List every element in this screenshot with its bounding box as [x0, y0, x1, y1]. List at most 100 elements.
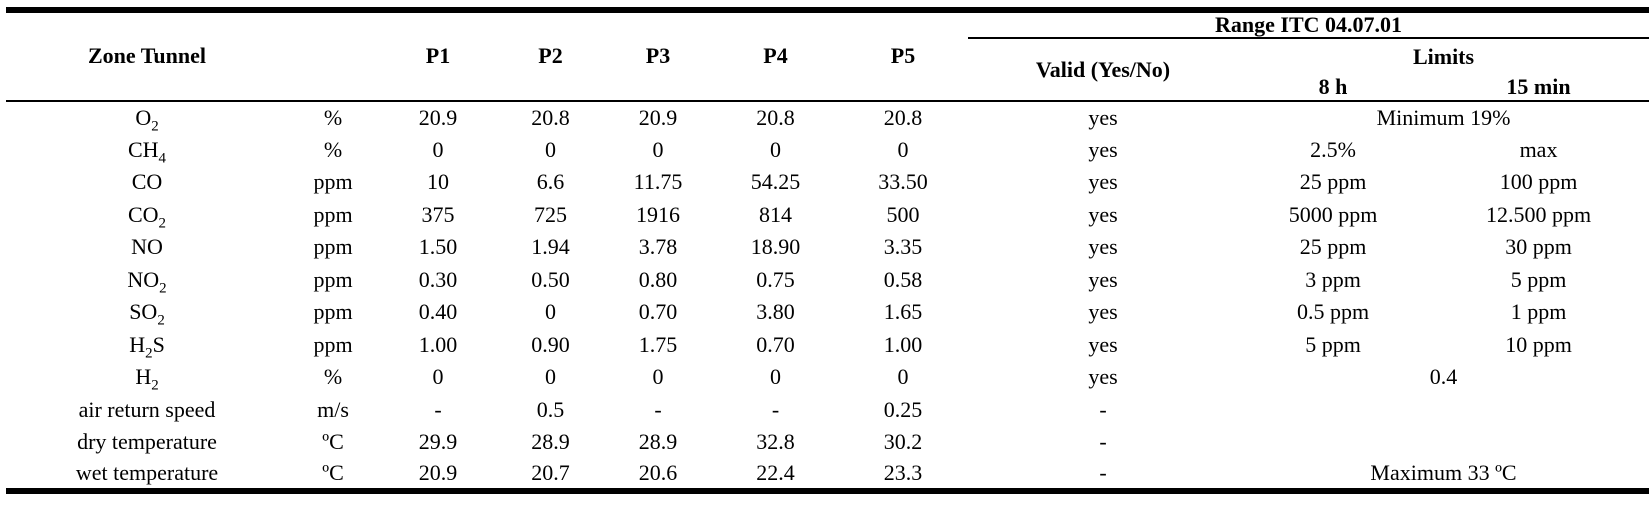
measurement-value-p3: 0 — [652, 136, 664, 162]
table-row: NO ppm 1.50 1.94 3.78 18.90 3.35 yes 25 ppm 30 pp… — [6, 231, 1649, 264]
valid-value: yes — [1088, 299, 1118, 325]
table-row: CO ppm 10 6.6 11.75 54.25 33.50 yes 25 ppm 100 pp… — [6, 166, 1649, 199]
substance-label: O2 — [135, 104, 159, 134]
measurement-value-p4: 54.25 — [750, 169, 801, 195]
table-row: dry temperature ºC 29.9 28.9 28.9 32.8 30.2 - — [6, 426, 1649, 459]
limit-span-value: Minimum 19% — [1376, 104, 1511, 130]
table-body: O2% 20.9 20.8 20.9 20.8 20.8 yes Minimum 19% CH4… — [6, 101, 1649, 491]
table-row: CH4% 0 0 0 0 0 yes 2.5% max — [6, 134, 1649, 167]
limit-15min-value: 12.500 ppm — [1485, 201, 1592, 227]
table-row: SO2 ppm 0.40 0 0.70 3.80 1.65 yes 0.5 ppm 1 ppm — [6, 296, 1649, 329]
limit-15min-header: 15 min — [1506, 74, 1571, 100]
unit-label: % — [323, 136, 343, 162]
measurement-value-p4: 32.8 — [756, 429, 795, 455]
measurement-value-p3: 0.80 — [638, 266, 678, 292]
measurement-value-p5: 1.00 — [883, 331, 923, 357]
measurement-value-p5: 30.2 — [883, 429, 923, 455]
measurement-value-p1: 29.9 — [418, 429, 458, 455]
measurement-value-p5: 3.35 — [883, 234, 923, 260]
measurement-value-p1: 20.9 — [418, 104, 458, 130]
measurement-value-p1: 0 — [432, 364, 444, 390]
unit-label: ºC — [322, 460, 344, 486]
limit-15min-value: max — [1519, 136, 1558, 162]
measurement-value-p3: 1916 — [636, 201, 680, 227]
range-header-row: Range ITC 04.07.01 — [6, 10, 1650, 40]
substance-label: H2S — [129, 331, 165, 362]
limit-8h-value: 2.5% — [1310, 136, 1356, 162]
valid-value: yes — [1088, 266, 1118, 292]
limits-subheader-row: 8 h 15 min — [6, 74, 1649, 101]
measurement-value-p4: 0.75 — [756, 266, 795, 292]
measurement-value-p2: 0 — [545, 136, 556, 162]
measurement-value-p4: 814 — [759, 201, 792, 227]
limit-15min-value: 30 ppm — [1505, 234, 1572, 260]
limit-span-value: Maximum 33 ºC — [1370, 460, 1517, 486]
substance-label: H2 — [135, 364, 159, 394]
limit-15min-value: 5 ppm — [1510, 266, 1567, 292]
table-row: wet temperature ºC 20.9 20.7 20.6 22.4 23.3 - Ma… — [6, 459, 1649, 492]
measurement-value-p4: 0 — [770, 364, 781, 390]
valid-value: yes — [1088, 104, 1118, 130]
table-header: Range ITC 04.07.01 Zone Tunnel P1 P2 P3 … — [6, 10, 1650, 102]
measurement-value-p2: 0.50 — [531, 266, 570, 292]
measurement-value-p1: 10 — [427, 169, 449, 195]
valid-value: yes — [1088, 364, 1118, 390]
measurement-value-p2: 0.90 — [531, 331, 570, 357]
substance-label: NO2 — [127, 266, 167, 297]
measurement-value-p2: 0 — [545, 299, 556, 325]
limit-span-value — [1238, 394, 1649, 427]
measurement-value-p1: 1.00 — [418, 331, 458, 357]
limit-8h-value: 25 ppm — [1299, 234, 1367, 260]
unit-label: ppm — [313, 299, 353, 325]
table-row: NO2 ppm 0.30 0.50 0.80 0.75 0.58 yes 3 ppm 5 ppm — [6, 264, 1649, 297]
measurement-value-p5: 0.58 — [883, 266, 923, 292]
unit-label: % — [323, 104, 343, 130]
measurement-value-p3: 11.75 — [633, 169, 683, 195]
limit-8h-value: 5000 ppm — [1288, 201, 1378, 227]
substance-label: CH4 — [127, 136, 167, 167]
measurement-value-p2: 28.9 — [531, 429, 570, 455]
limit-8h-value: 3 ppm — [1305, 266, 1361, 292]
limit-8h-value: 0.5 ppm — [1296, 299, 1370, 325]
table-row: O2% 20.9 20.8 20.9 20.8 20.8 yes Minimum 19% — [6, 101, 1649, 134]
unit-label: ppm — [313, 169, 353, 195]
limit-span-value: 0.4 — [1429, 364, 1458, 390]
valid-value: - — [1099, 429, 1107, 455]
table-row: air return speed m/s - 0.5 - - 0.25 - — [6, 394, 1649, 427]
measurement-value-p4: 18.90 — [750, 234, 801, 260]
measurement-value-p3: 0.70 — [638, 299, 678, 325]
measurement-value-p2: 1.94 — [531, 234, 570, 260]
measurement-value-p2: 0 — [545, 364, 556, 390]
measurement-value-p2: 20.7 — [531, 460, 570, 486]
valid-value: yes — [1088, 136, 1118, 162]
limit-8h-value: 5 ppm — [1305, 331, 1361, 357]
valid-value: - — [1099, 396, 1107, 422]
measurement-value-p2: 725 — [534, 201, 567, 227]
measurement-value-p2: 6.6 — [536, 169, 565, 195]
measurement-value-p4: 0.70 — [756, 331, 795, 357]
limit-15min-value: 1 ppm — [1510, 299, 1567, 325]
zone-tunnel-measurements-table: Range ITC 04.07.01 Zone Tunnel P1 P2 P3 … — [6, 7, 1650, 495]
column-header-p3: P3 — [645, 43, 671, 69]
measurement-value-p5: 33.50 — [878, 169, 928, 195]
unit-label: ºC — [322, 429, 344, 455]
measurement-value-p5: 1.65 — [883, 299, 923, 325]
measurement-value-p1: 0.30 — [418, 266, 458, 292]
table-row: H2% 0 0 0 0 0 yes 0.4 — [6, 361, 1649, 394]
measurement-value-p5: 0 — [897, 136, 909, 162]
header-spacer — [6, 10, 968, 38]
column-header-p2: P2 — [538, 43, 563, 69]
measurement-value-p5: 23.3 — [883, 460, 923, 486]
measurement-value-p2: 0.5 — [536, 396, 565, 422]
measurement-value-p1: 20.9 — [418, 460, 458, 486]
measurement-value-p4: 22.4 — [756, 460, 795, 486]
main-header-row: Zone Tunnel P1 P2 P3 P4 P5 Valid (Yes/No… — [6, 38, 1649, 82]
measurement-value-p5: 500 — [886, 201, 920, 227]
substance-label: SO2 — [129, 299, 165, 329]
substance-label: CO2 — [127, 201, 167, 232]
measurement-value-p2: 20.8 — [531, 104, 570, 130]
substance-label: dry temperature — [77, 429, 217, 455]
column-header-p5: P5 — [890, 43, 916, 69]
measurement-value-p1: - — [434, 396, 442, 422]
valid-column-header: Valid (Yes/No) — [1035, 56, 1171, 82]
